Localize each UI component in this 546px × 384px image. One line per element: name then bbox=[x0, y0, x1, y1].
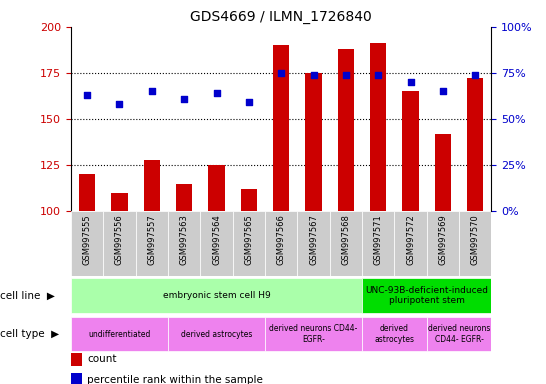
Bar bbox=[111, 193, 128, 211]
Text: derived neurons CD44-
EGFR-: derived neurons CD44- EGFR- bbox=[269, 324, 358, 344]
Text: embryonic stem cell H9: embryonic stem cell H9 bbox=[163, 291, 270, 300]
Bar bbox=[71, 352, 82, 366]
Bar bbox=[144, 160, 160, 211]
Bar bbox=[305, 73, 322, 211]
Bar bbox=[168, 317, 265, 351]
Point bbox=[406, 79, 415, 85]
Bar bbox=[467, 78, 483, 211]
Bar bbox=[370, 43, 387, 211]
Bar bbox=[273, 45, 289, 211]
Bar bbox=[330, 211, 362, 276]
Text: GSM997570: GSM997570 bbox=[471, 214, 480, 265]
Point bbox=[341, 72, 350, 78]
Point bbox=[147, 88, 156, 94]
Text: GSM997571: GSM997571 bbox=[373, 214, 383, 265]
Bar bbox=[71, 278, 362, 313]
Bar bbox=[71, 317, 168, 351]
Bar bbox=[362, 317, 427, 351]
Bar bbox=[71, 373, 82, 384]
Text: cell type  ▶: cell type ▶ bbox=[0, 329, 59, 339]
Bar bbox=[200, 211, 233, 276]
Text: GSM997567: GSM997567 bbox=[309, 214, 318, 265]
Point bbox=[374, 72, 383, 78]
Bar bbox=[362, 278, 491, 313]
Text: GSM997565: GSM997565 bbox=[245, 214, 253, 265]
Bar bbox=[209, 165, 224, 211]
Bar bbox=[135, 211, 168, 276]
Point bbox=[438, 88, 447, 94]
Text: GSM997566: GSM997566 bbox=[277, 214, 286, 265]
Text: GSM997572: GSM997572 bbox=[406, 214, 415, 265]
Text: derived
astrocytes: derived astrocytes bbox=[375, 324, 414, 344]
Bar bbox=[71, 211, 103, 276]
Bar bbox=[362, 211, 394, 276]
Text: GSM997568: GSM997568 bbox=[341, 214, 351, 265]
Text: derived astrocytes: derived astrocytes bbox=[181, 329, 252, 339]
Point bbox=[245, 99, 253, 106]
Bar bbox=[103, 211, 135, 276]
Point bbox=[180, 96, 188, 102]
Bar bbox=[394, 211, 427, 276]
Bar bbox=[79, 174, 95, 211]
Text: GSM997556: GSM997556 bbox=[115, 214, 124, 265]
Text: cell line  ▶: cell line ▶ bbox=[0, 291, 55, 301]
Bar bbox=[168, 211, 200, 276]
Text: UNC-93B-deficient-induced
pluripotent stem: UNC-93B-deficient-induced pluripotent st… bbox=[365, 286, 488, 305]
Text: GSM997555: GSM997555 bbox=[82, 214, 92, 265]
Text: derived neurons
CD44- EGFR-: derived neurons CD44- EGFR- bbox=[428, 324, 490, 344]
Text: GSM997563: GSM997563 bbox=[180, 214, 189, 265]
Bar bbox=[176, 184, 192, 211]
Text: percentile rank within the sample: percentile rank within the sample bbox=[87, 375, 263, 384]
Text: GSM997569: GSM997569 bbox=[438, 214, 447, 265]
Bar bbox=[427, 211, 459, 276]
Point bbox=[309, 72, 318, 78]
Bar bbox=[427, 317, 491, 351]
Text: undifferentiated: undifferentiated bbox=[88, 329, 151, 339]
Bar bbox=[265, 317, 362, 351]
Point bbox=[277, 70, 286, 76]
Bar bbox=[233, 211, 265, 276]
Bar bbox=[459, 211, 491, 276]
Bar bbox=[435, 134, 451, 211]
Bar bbox=[265, 211, 298, 276]
Point bbox=[115, 101, 124, 108]
Bar bbox=[338, 49, 354, 211]
Text: GSM997557: GSM997557 bbox=[147, 214, 156, 265]
Point bbox=[471, 72, 479, 78]
Point bbox=[212, 90, 221, 96]
Title: GDS4669 / ILMN_1726840: GDS4669 / ILMN_1726840 bbox=[191, 10, 372, 25]
Text: GSM997564: GSM997564 bbox=[212, 214, 221, 265]
Text: count: count bbox=[87, 354, 117, 364]
Bar bbox=[298, 211, 330, 276]
Bar bbox=[402, 91, 419, 211]
Point bbox=[83, 92, 92, 98]
Bar bbox=[241, 189, 257, 211]
